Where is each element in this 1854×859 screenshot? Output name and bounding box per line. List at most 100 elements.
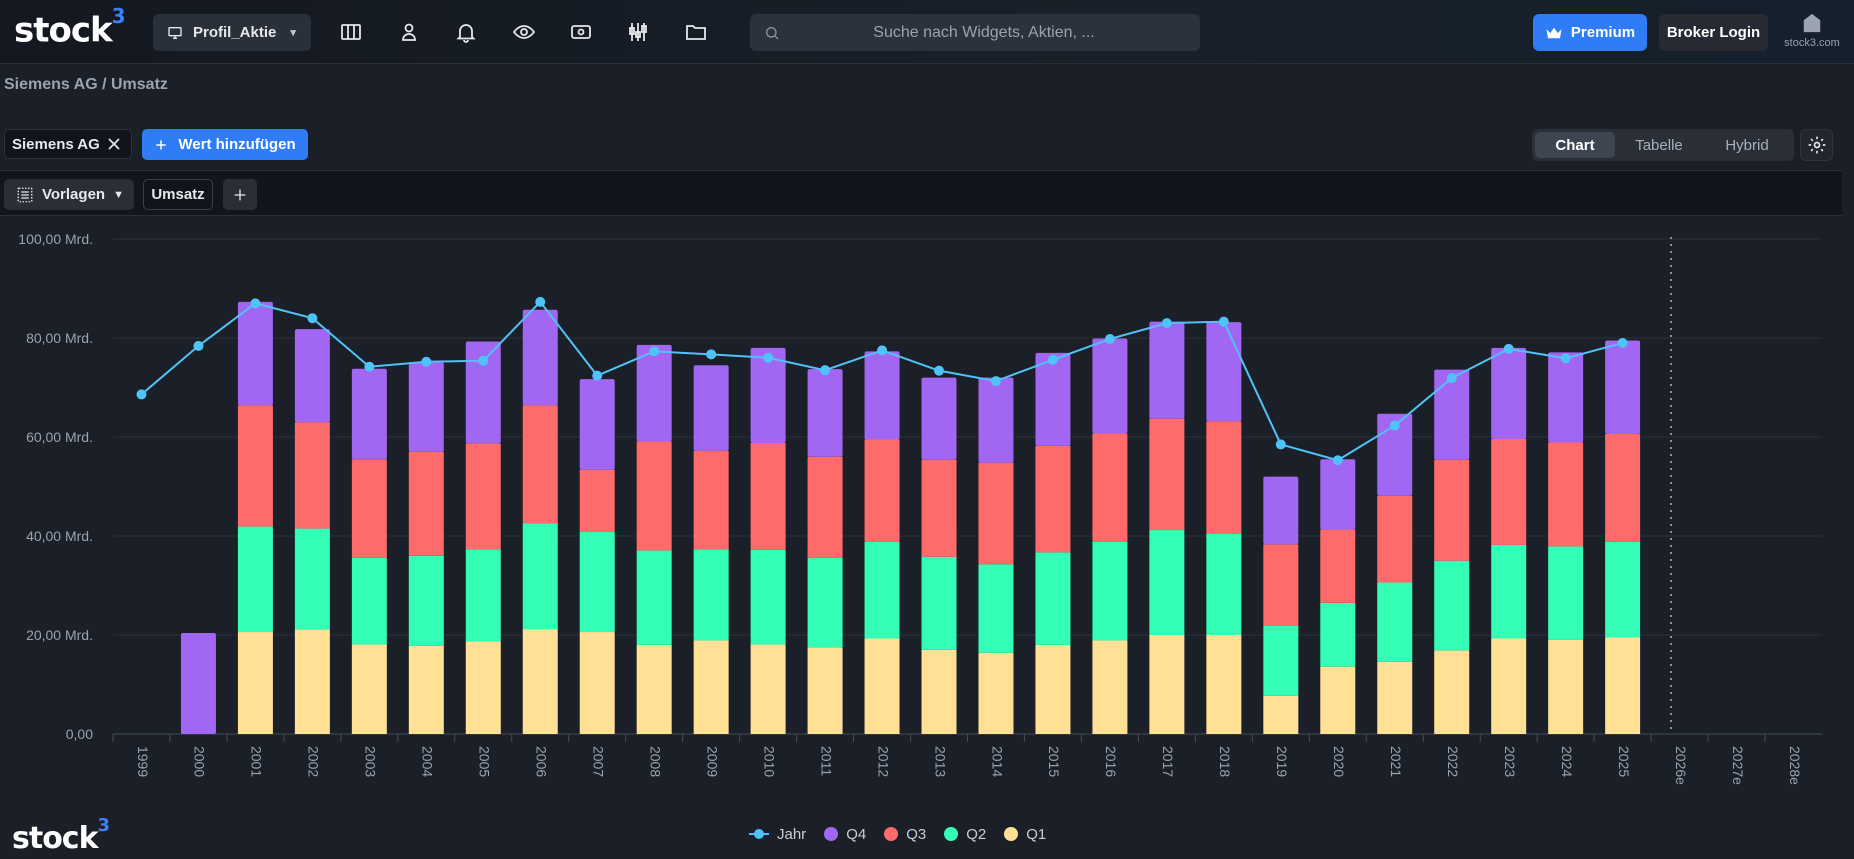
bar-q2 bbox=[1377, 582, 1413, 662]
bar-q2 bbox=[1263, 625, 1299, 696]
add-metric-button[interactable] bbox=[223, 179, 257, 210]
close-icon[interactable] bbox=[104, 134, 124, 154]
legend-item-q2[interactable]: Q2 bbox=[944, 826, 986, 843]
premium-button[interactable]: Premium bbox=[1533, 14, 1647, 51]
bar-q4 bbox=[693, 365, 729, 451]
gear-icon bbox=[1808, 136, 1825, 154]
top-navigation-bar: stock3 Profil_Aktie ▾ Premium Broker Log… bbox=[0, 0, 1854, 64]
x-tick-label: 2005 bbox=[477, 746, 493, 777]
jahr-point bbox=[1047, 354, 1058, 365]
bar-q3 bbox=[750, 442, 786, 550]
x-tick-label: 2001 bbox=[249, 746, 265, 777]
money-icon[interactable] bbox=[567, 18, 595, 46]
bar-q1 bbox=[465, 641, 501, 734]
dot-marker-icon bbox=[824, 827, 839, 841]
legend-item-q1[interactable]: Q1 bbox=[1004, 826, 1046, 843]
templates-label: Vorlagen bbox=[42, 186, 106, 203]
bar-q1 bbox=[351, 644, 387, 734]
x-tick-label: 2020 bbox=[1331, 746, 1347, 777]
bar-q1 bbox=[693, 640, 729, 734]
eye-icon[interactable] bbox=[510, 18, 538, 46]
footer-logo[interactable]: stock3 bbox=[12, 815, 110, 856]
bar-q2 bbox=[408, 555, 444, 646]
search-icon bbox=[766, 26, 779, 39]
jahr-point bbox=[820, 365, 831, 376]
y-tick-label: 0,00 bbox=[66, 726, 93, 742]
settings-button[interactable] bbox=[1800, 129, 1833, 161]
bar-q2 bbox=[1548, 546, 1584, 640]
x-tick-label: 2003 bbox=[363, 746, 379, 777]
x-tick-label: 2016 bbox=[1103, 746, 1119, 777]
bar-q2 bbox=[465, 549, 501, 642]
stock-chip-label: Siemens AG bbox=[12, 135, 100, 153]
bar-q1 bbox=[1035, 644, 1071, 734]
legend-item-jahr[interactable]: Jahr bbox=[749, 826, 806, 843]
bar-q4 bbox=[465, 341, 501, 444]
view-mode-chart[interactable]: Chart bbox=[1535, 132, 1615, 158]
search-input[interactable] bbox=[794, 23, 1174, 42]
line-marker-icon bbox=[749, 827, 769, 841]
bar-q1 bbox=[1206, 635, 1242, 734]
stock3-logo[interactable]: stock3 bbox=[14, 4, 126, 50]
jahr-point bbox=[1389, 420, 1400, 431]
bar-q3 bbox=[921, 459, 957, 557]
view-mode-hybrid[interactable]: Hybrid bbox=[1725, 136, 1769, 154]
bar-q3 bbox=[864, 439, 900, 542]
layout-columns-icon[interactable] bbox=[337, 18, 365, 46]
bar-q2 bbox=[750, 549, 786, 645]
legend-item-q3[interactable]: Q3 bbox=[884, 826, 926, 843]
x-tick-label: 2010 bbox=[761, 746, 777, 777]
x-tick-label: 2007 bbox=[591, 746, 607, 777]
caret-down-icon: ▼ bbox=[113, 188, 124, 201]
x-tick-label: 2011 bbox=[818, 746, 834, 776]
jahr-point bbox=[193, 340, 204, 351]
templates-dropdown[interactable]: Vorlagen ▼ bbox=[4, 179, 134, 210]
x-tick-label: 2013 bbox=[932, 746, 948, 777]
x-tick-label: 2006 bbox=[534, 746, 550, 777]
bar-q4 bbox=[750, 347, 786, 443]
bar-q4 bbox=[978, 377, 1014, 463]
x-tick-label: 1999 bbox=[135, 746, 151, 777]
legend-label: Q1 bbox=[1026, 825, 1047, 843]
bell-icon[interactable] bbox=[452, 18, 480, 46]
home-link[interactable]: stock3.com bbox=[1782, 12, 1842, 49]
search-bar[interactable] bbox=[750, 14, 1200, 51]
bar-q1 bbox=[294, 629, 330, 734]
folder-icon[interactable] bbox=[682, 18, 710, 46]
user-badge-icon[interactable] bbox=[395, 18, 423, 46]
bar-q3 bbox=[1605, 434, 1641, 542]
bar-q3 bbox=[1491, 438, 1527, 545]
x-tick-label: 2002 bbox=[306, 746, 322, 777]
jahr-point bbox=[1332, 455, 1343, 466]
jahr-point bbox=[1503, 343, 1514, 354]
chart-sliders-icon[interactable] bbox=[624, 18, 652, 46]
stock-chip[interactable]: Siemens AG bbox=[4, 129, 132, 159]
bar-q3 bbox=[1035, 445, 1071, 553]
broker-login-button[interactable]: Broker Login bbox=[1659, 14, 1768, 51]
bar-q2 bbox=[294, 528, 330, 630]
legend-item-q4[interactable]: Q4 bbox=[824, 826, 866, 843]
bar-q4 bbox=[1092, 338, 1128, 434]
bar-q2 bbox=[237, 526, 273, 633]
bar-q2 bbox=[522, 523, 558, 630]
bar-q2 bbox=[1605, 541, 1641, 638]
bar-q4 bbox=[522, 309, 558, 406]
bar-q3 bbox=[408, 451, 444, 556]
metric-tab-umsatz[interactable]: Umsatz bbox=[143, 179, 213, 210]
broker-login-label: Broker Login bbox=[1666, 24, 1761, 41]
bar-q1 bbox=[237, 632, 273, 734]
crown-icon bbox=[1546, 27, 1562, 38]
jahr-point bbox=[1161, 318, 1172, 329]
add-value-button[interactable]: Wert hinzufügen bbox=[142, 129, 308, 160]
view-mode-table[interactable]: Tabelle bbox=[1635, 136, 1683, 154]
bar-q1 bbox=[1149, 635, 1185, 734]
bar-q4 bbox=[579, 379, 615, 470]
bar-q1 bbox=[1092, 640, 1128, 734]
bar-q3 bbox=[807, 456, 843, 558]
footer-logo-sup: 3 bbox=[97, 815, 110, 836]
bar-q3 bbox=[1320, 529, 1356, 603]
add-value-label: Wert hinzufügen bbox=[178, 136, 296, 153]
jahr-point bbox=[421, 356, 432, 367]
profile-dropdown[interactable]: Profil_Aktie ▾ bbox=[153, 14, 311, 51]
bar-q2 bbox=[1491, 544, 1527, 639]
